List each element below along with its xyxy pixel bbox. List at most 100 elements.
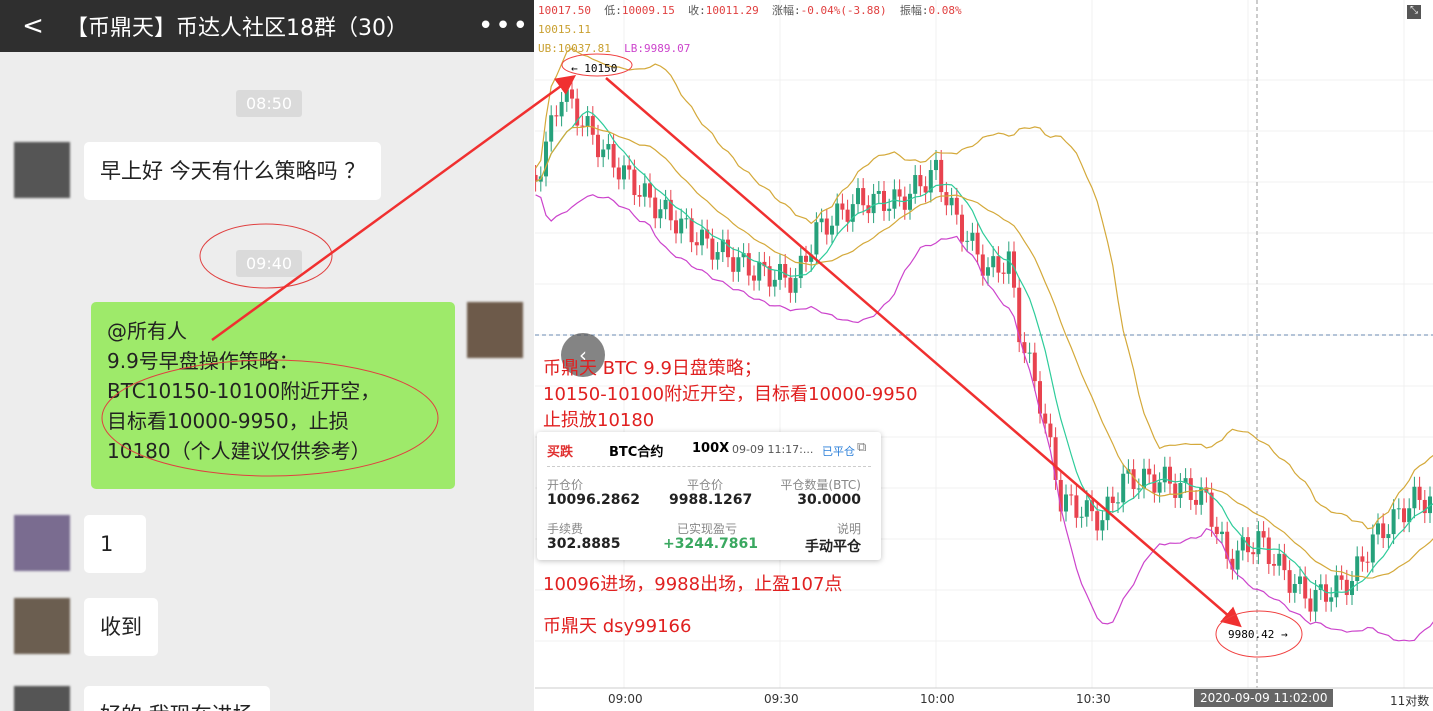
field-label: 开仓价: [547, 478, 584, 492]
candle: [1344, 579, 1349, 596]
candle: [1282, 553, 1287, 571]
candle: [1313, 589, 1318, 612]
field-label: 说明: [836, 522, 861, 536]
candle: [1292, 584, 1297, 593]
avatar[interactable]: [14, 515, 70, 571]
avatar[interactable]: [14, 598, 70, 654]
candle: [1173, 483, 1178, 498]
candle: [934, 159, 938, 171]
low-marker-value: 9980.42: [1228, 628, 1275, 641]
candle: [1329, 597, 1334, 602]
chat-panel: < 【币鼎天】币达人社区18群（30） ••• 08:50 早上好 今天有什么策…: [0, 0, 534, 711]
message-line: 9.9号早盘操作策略：: [107, 349, 299, 373]
candle: [1428, 496, 1432, 514]
candle: [1027, 352, 1032, 354]
candle: [1308, 598, 1313, 612]
ellipse-mark: [101, 359, 439, 477]
status-link[interactable]: 已平仓: [822, 445, 855, 458]
label: 收:: [688, 4, 706, 17]
candle: [752, 275, 756, 281]
candle: [1396, 508, 1401, 510]
candle: [1032, 352, 1037, 382]
candle: [590, 116, 595, 135]
candle: [611, 144, 616, 168]
candle: [1422, 499, 1427, 514]
candle: [793, 278, 798, 293]
candle: [1381, 523, 1386, 539]
candle: [908, 193, 912, 210]
candle: [1376, 523, 1380, 535]
candle: [1355, 556, 1360, 582]
annotation-line: 止损放10180: [543, 410, 655, 431]
chevron-left-icon[interactable]: <: [22, 11, 44, 41]
annotation-line: 10150-10100附近开空，目标看10000-9950: [543, 384, 918, 405]
candle: [1001, 272, 1006, 274]
candle: [944, 192, 949, 206]
candle: [856, 188, 860, 205]
annotation-line: 币鼎天 BTC 9.9日盘策略；: [543, 358, 762, 379]
external-link-icon[interactable]: ⧉: [857, 440, 867, 455]
candle: [689, 218, 694, 243]
label: 低:: [604, 4, 622, 17]
candle: [1402, 508, 1406, 523]
candle: [564, 89, 569, 102]
candle: [726, 239, 730, 258]
candle: [939, 159, 944, 193]
candle: [1251, 552, 1256, 555]
strategy-annotation: 币鼎天 BTC 9.9日盘策略； 10150-10100附近开空，目标看1000…: [543, 356, 918, 434]
candle: [809, 254, 814, 262]
candle: [1048, 423, 1053, 438]
candle: [1318, 584, 1323, 590]
candle: [840, 203, 845, 210]
candle: [622, 165, 626, 180]
candle: [1220, 531, 1224, 535]
candle: [1157, 482, 1162, 493]
candle: [1334, 575, 1339, 598]
avatar[interactable]: [14, 142, 70, 198]
field-label: 平仓数量(BTC): [780, 478, 861, 492]
candle: [1178, 483, 1183, 498]
candle: [814, 222, 819, 255]
fullscreen-icon[interactable]: ⤡: [1407, 5, 1421, 19]
candle: [653, 197, 658, 219]
candle: [871, 193, 876, 214]
candle: [902, 196, 907, 210]
open-price: 10096.2862: [547, 492, 640, 508]
ohlc-info: 10017.50 低:10009.15 收:10011.29 涨幅:-0.04%…: [538, 2, 962, 55]
boll-ub: UB:10037.81: [538, 42, 611, 55]
candle: [549, 115, 554, 142]
candle: [1272, 563, 1276, 566]
candle: [1407, 508, 1412, 523]
close-value: 10011.29: [705, 4, 759, 17]
candle: [627, 165, 632, 170]
candle: [700, 229, 704, 246]
candle: [679, 218, 684, 234]
candle: [570, 89, 574, 99]
label: 涨幅:: [771, 4, 801, 17]
candle: [1235, 550, 1240, 570]
candle: [1074, 495, 1079, 518]
candle: [1100, 520, 1105, 531]
candle: [892, 189, 897, 209]
more-icon[interactable]: •••: [477, 11, 530, 41]
candle: [637, 195, 642, 197]
candle: [1188, 478, 1193, 500]
avatar[interactable]: [14, 686, 70, 711]
candle: [996, 256, 1001, 273]
low-marker: 9980.42 →: [1228, 628, 1288, 641]
candle: [954, 197, 959, 215]
candle: [1064, 494, 1068, 512]
time-label: 10:00: [920, 692, 955, 706]
candle: [1069, 494, 1074, 496]
high-value: 10017.50: [538, 4, 591, 17]
candle: [887, 208, 892, 211]
candle: [606, 144, 611, 150]
candle: [1116, 502, 1120, 504]
candle: [1147, 468, 1152, 475]
high-marker: ← 10150: [571, 62, 618, 75]
candle: [1105, 496, 1110, 521]
candle: [559, 101, 564, 117]
candle: [1391, 509, 1396, 535]
candle: [601, 149, 606, 158]
leverage: 100X: [692, 441, 730, 456]
